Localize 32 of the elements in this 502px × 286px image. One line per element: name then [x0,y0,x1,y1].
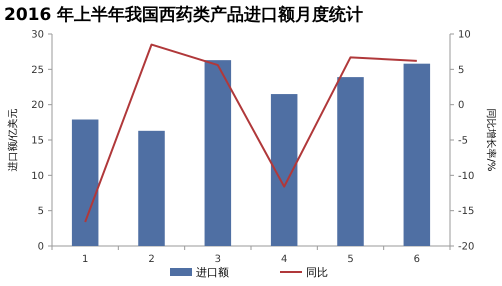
y2-tick-label: -5 [458,136,468,146]
bar [404,64,430,246]
y-tick-label: 10 [31,170,44,182]
x-tick-label: 5 [347,254,354,265]
x-tick-label: 3 [214,254,222,265]
y-tick-label: 25 [31,64,44,76]
y2-tick-label: 5 [458,64,464,76]
bar [204,60,232,246]
legend-label: 进口额 [196,266,229,279]
bar [270,94,298,246]
y-tick-label: 5 [38,206,44,218]
bar [72,120,98,246]
y2-tick-label: -15 [458,206,474,218]
y-tick-label: 15 [31,136,44,146]
x-tick-label: 4 [280,254,288,265]
x-tick-label: 2 [148,254,155,265]
bar [138,130,165,246]
y-axis-title: 进口额/亿美元 [7,108,19,172]
y-tick-label: 30 [31,30,44,40]
y2-tick-label: -20 [458,242,474,252]
y-tick-label: 20 [31,100,44,112]
x-tick-label: 6 [414,254,420,265]
legend-label: 同比 [306,266,328,279]
line-series [84,44,418,223]
y2-tick-label: -10 [458,170,474,182]
bar [337,77,364,246]
chart-title: 2016 年上半年我国西药类产品进口额月度统计 [4,5,364,25]
y2-axis-title: 同比增长率/% [485,108,497,172]
y-tick-label: 0 [38,242,44,252]
y2-tick-label: 10 [458,30,471,40]
x-tick-label: 1 [82,254,88,265]
y2-tick-label: 0 [458,100,464,112]
